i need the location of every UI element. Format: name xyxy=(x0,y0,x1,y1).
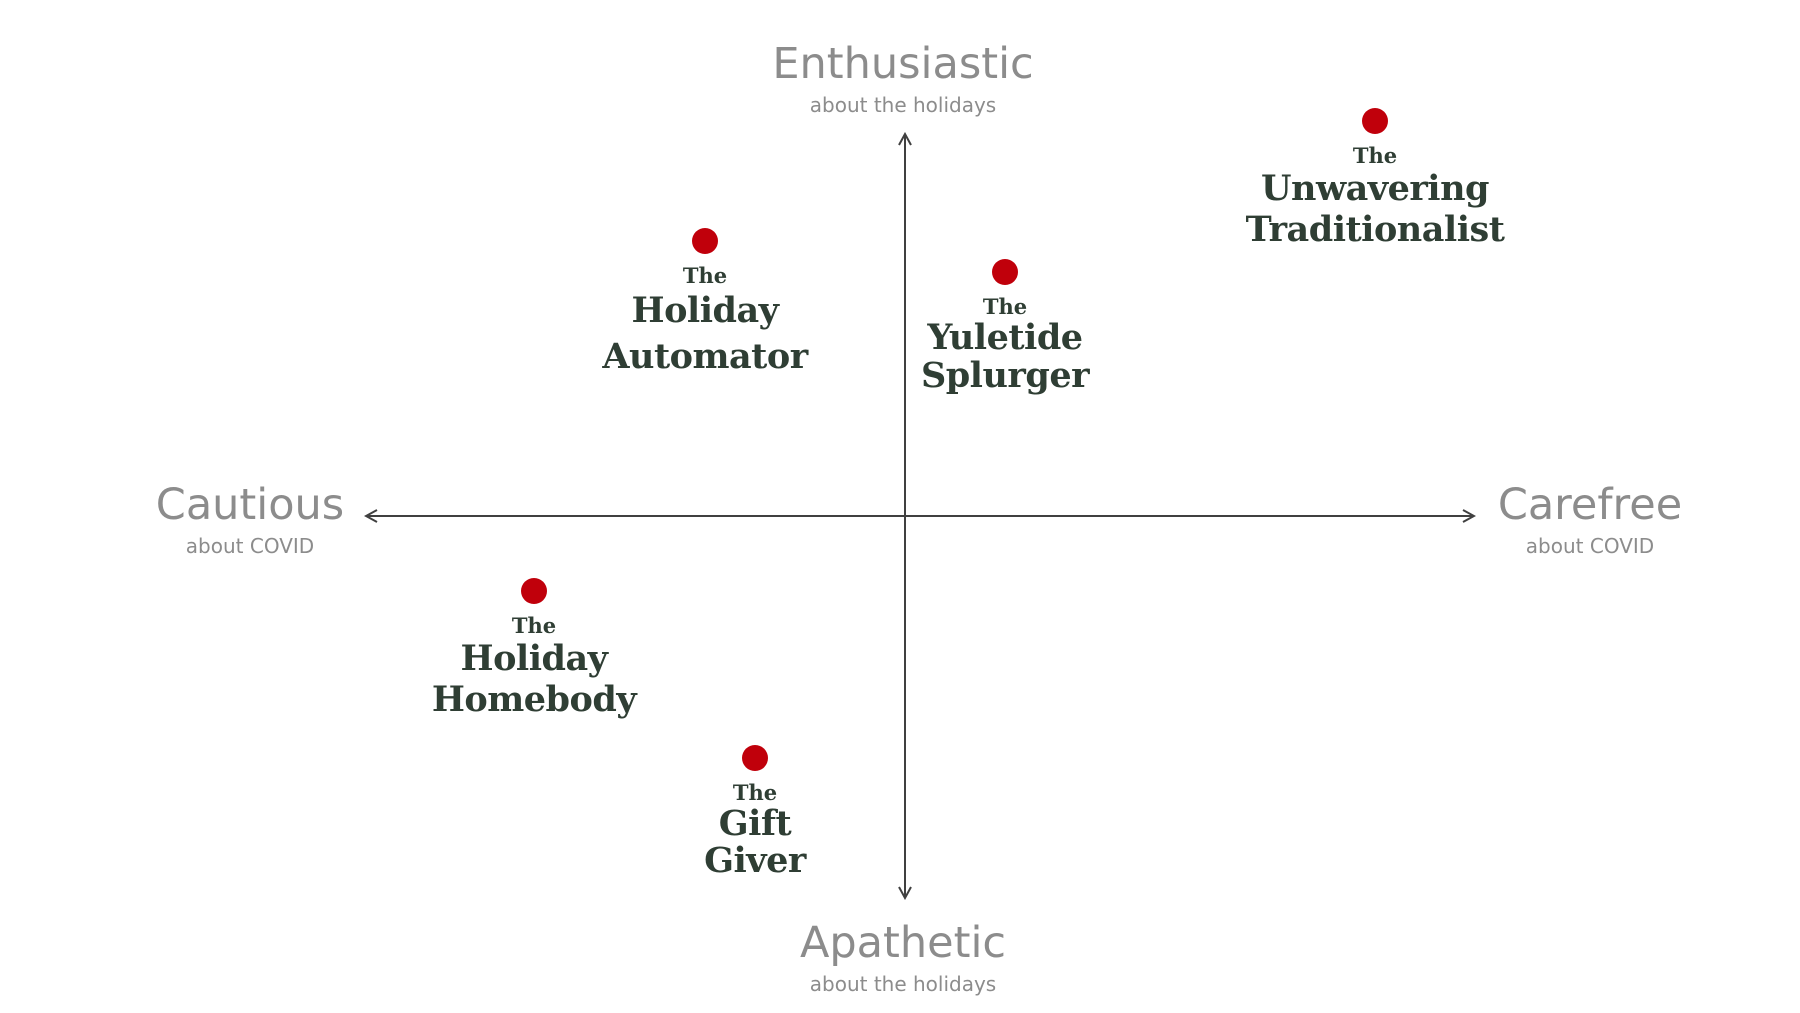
persona-holiday-automator: The Holiday Automator xyxy=(535,228,875,380)
persona-name-line2: Splurger xyxy=(920,355,1090,396)
persona-name-line1: Holiday xyxy=(631,290,780,331)
persona-yuletide-splurger: The Yuletide Splurger xyxy=(835,259,1175,395)
persona-name-line1: Gift xyxy=(718,803,792,844)
axis-label-left: Cautious about COVID xyxy=(50,481,450,559)
axis-label-left-main: Cautious xyxy=(155,480,345,530)
persona-article: The xyxy=(1352,143,1398,168)
axis-label-bottom: Apathetic about the holidays xyxy=(703,919,1103,997)
persona-name-line1: Unwavering xyxy=(1260,168,1490,209)
axis-label-right-main: Carefree xyxy=(1497,480,1683,530)
persona-article: The xyxy=(682,263,728,288)
persona-article: The xyxy=(982,294,1028,319)
persona-dot xyxy=(742,745,768,771)
axis-label-top-sub: about the holidays xyxy=(809,93,997,117)
axis-label-right-sub: about COVID xyxy=(1525,534,1655,558)
persona-unwavering-traditionalist: The Unwavering Traditionalist xyxy=(1205,108,1545,250)
persona-name-line2: Homebody xyxy=(431,679,637,720)
axis-label-bottom-sub: about the holidays xyxy=(809,972,997,996)
axis-label-top-main: Enthusiastic xyxy=(772,39,1034,89)
persona-dot xyxy=(992,259,1018,285)
persona-dot xyxy=(1362,108,1388,134)
persona-article: The xyxy=(511,613,557,638)
persona-holiday-homebody: The Holiday Homebody xyxy=(364,578,704,720)
axis-label-left-sub: about COVID xyxy=(185,534,315,558)
persona-name-line2: Giver xyxy=(704,840,806,881)
persona-gift-giver: The Gift Giver xyxy=(585,745,925,879)
persona-name-line2: Automator xyxy=(602,336,808,377)
axis-label-right: Carefree about COVID xyxy=(1390,481,1790,559)
axis-label-top: Enthusiastic about the holidays xyxy=(703,40,1103,118)
persona-name-line2: Traditionalist xyxy=(1245,209,1505,250)
persona-dot xyxy=(692,228,718,254)
axis-label-bottom-main: Apathetic xyxy=(799,918,1007,968)
persona-article: The xyxy=(732,780,778,805)
persona-name-line1: Yuletide xyxy=(927,317,1083,358)
persona-name-line1: Holiday xyxy=(460,638,609,679)
persona-dot xyxy=(521,578,547,604)
